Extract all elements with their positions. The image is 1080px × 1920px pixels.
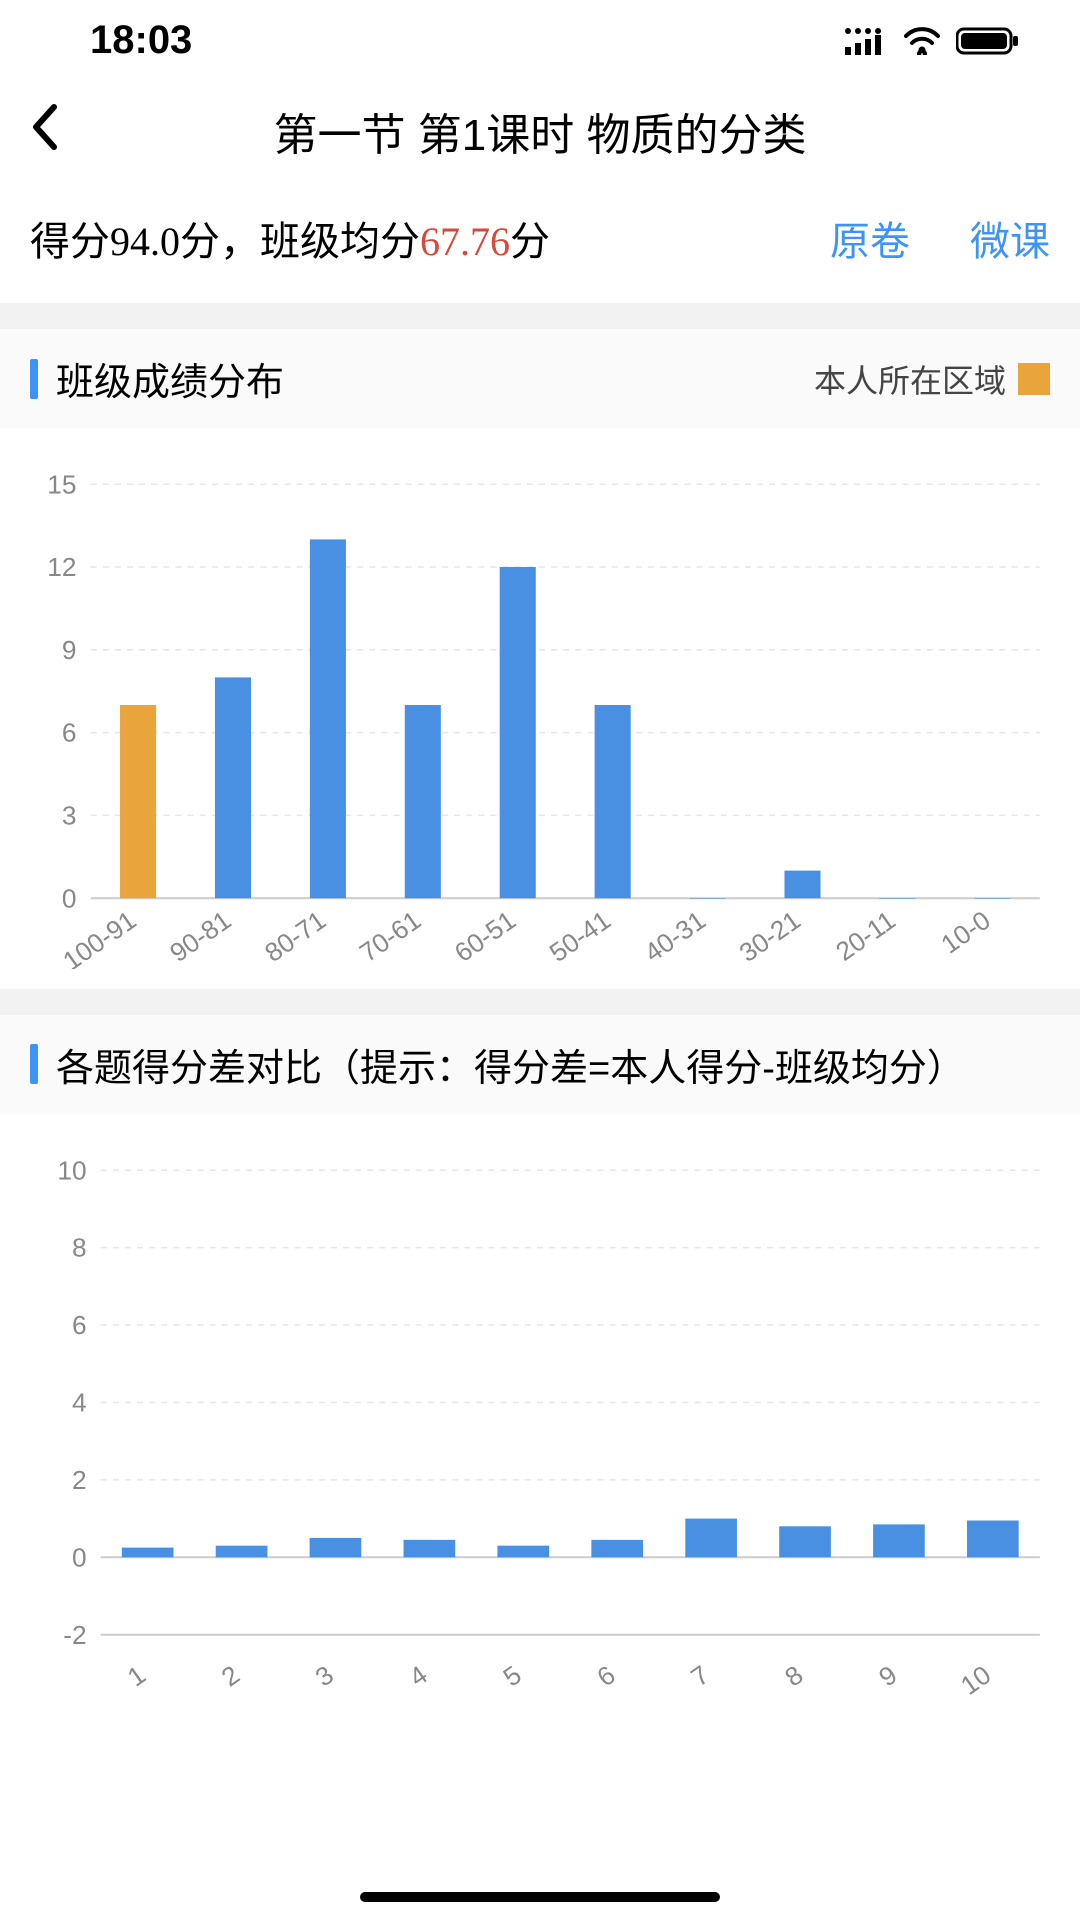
svg-text:10: 10 — [955, 1659, 996, 1700]
status-icons — [844, 27, 1020, 55]
svg-text:10-0: 10-0 — [936, 905, 996, 960]
legend-swatch — [1018, 363, 1050, 395]
divider-gap-2 — [0, 989, 1080, 1015]
score-suffix: 分 — [510, 219, 550, 264]
score-mid: 分，班级均分 — [180, 219, 420, 264]
cellular-icon — [844, 27, 888, 55]
svg-text:4: 4 — [404, 1659, 433, 1692]
status-bar: 18:03 — [0, 0, 1080, 73]
chart1-legend: 本人所在区域 — [814, 356, 1050, 402]
svg-text:20-11: 20-11 — [830, 905, 901, 967]
svg-text:12: 12 — [47, 552, 76, 582]
chart2-container: -2024681012345678910 — [0, 1114, 1080, 1735]
svg-text:5: 5 — [498, 1659, 527, 1692]
page-title: 第一节 第1课时 物质的分类 — [30, 99, 1050, 163]
svg-text:3: 3 — [310, 1659, 339, 1692]
section2-title: 各题得分差对比（提示：得分差=本人得分-班级均分） — [30, 1037, 965, 1092]
avg-score: 67.76 — [420, 219, 510, 264]
score-diff-chart: -2024681012345678910 — [30, 1150, 1060, 1715]
svg-text:80-71: 80-71 — [259, 905, 331, 968]
section1-accent-bar — [30, 359, 38, 399]
status-time: 18:03 — [90, 18, 192, 63]
svg-text:40-31: 40-31 — [639, 905, 711, 968]
svg-text:8: 8 — [779, 1659, 808, 1692]
svg-text:10: 10 — [57, 1155, 86, 1185]
svg-text:15: 15 — [47, 469, 76, 499]
svg-text:-2: -2 — [63, 1620, 86, 1650]
section2-accent-bar — [30, 1044, 38, 1084]
svg-text:0: 0 — [62, 883, 77, 913]
svg-text:6: 6 — [591, 1659, 620, 1692]
section2-title-text: 各题得分差对比（提示：得分差=本人得分-班级均分） — [56, 1037, 965, 1092]
my-score: 94.0 — [110, 219, 180, 264]
svg-text:3: 3 — [62, 800, 77, 830]
action-links: 原卷 微课 — [830, 209, 1050, 267]
section1-title: 班级成绩分布 — [30, 351, 284, 406]
chart1-container: 0 3 6 9 12 15 100-91 90-81 80-71 70-61 60-51 50-41 4… — [0, 428, 1080, 989]
svg-text:30-21: 30-21 — [734, 905, 806, 968]
legend-label: 本人所在区域 — [814, 356, 1006, 402]
svg-text:7: 7 — [685, 1659, 714, 1692]
score-row: 得分94.0分，班级均分67.76分 原卷 微课 — [0, 189, 1080, 303]
svg-text:90-81: 90-81 — [164, 905, 236, 968]
battery-icon — [956, 27, 1020, 55]
wifi-icon — [902, 27, 942, 55]
svg-text:2: 2 — [72, 1465, 87, 1495]
section2-header: 各题得分差对比（提示：得分差=本人得分-班级均分） — [0, 1015, 1080, 1114]
svg-text:8: 8 — [72, 1233, 87, 1263]
home-indicator — [360, 1892, 720, 1902]
nav-bar: 第一节 第1课时 物质的分类 — [0, 73, 1080, 189]
score-prefix: 得分 — [30, 219, 110, 264]
section1-title-text: 班级成绩分布 — [56, 351, 284, 406]
svg-text:9: 9 — [62, 635, 77, 665]
svg-text:9: 9 — [873, 1659, 902, 1692]
svg-text:4: 4 — [72, 1387, 87, 1417]
svg-text:60-51: 60-51 — [449, 905, 521, 968]
svg-text:6: 6 — [72, 1310, 87, 1340]
divider-gap — [0, 303, 1080, 329]
original-paper-link[interactable]: 原卷 — [830, 209, 910, 267]
svg-text:0: 0 — [72, 1542, 87, 1572]
score-text: 得分94.0分，班级均分67.76分 — [30, 209, 550, 267]
svg-text:50-41: 50-41 — [544, 905, 616, 968]
svg-text:2: 2 — [216, 1659, 245, 1692]
svg-text:1: 1 — [122, 1659, 151, 1692]
svg-text:70-61: 70-61 — [354, 905, 426, 968]
micro-lesson-link[interactable]: 微课 — [970, 209, 1050, 267]
class-distribution-chart: 0 3 6 9 12 15 100-91 90-81 80-71 70-61 60-51 50-41 4… — [30, 464, 1060, 969]
section1-header: 班级成绩分布 本人所在区域 — [0, 329, 1080, 428]
svg-text:6: 6 — [62, 718, 77, 748]
svg-text:100-91: 100-91 — [57, 905, 141, 969]
